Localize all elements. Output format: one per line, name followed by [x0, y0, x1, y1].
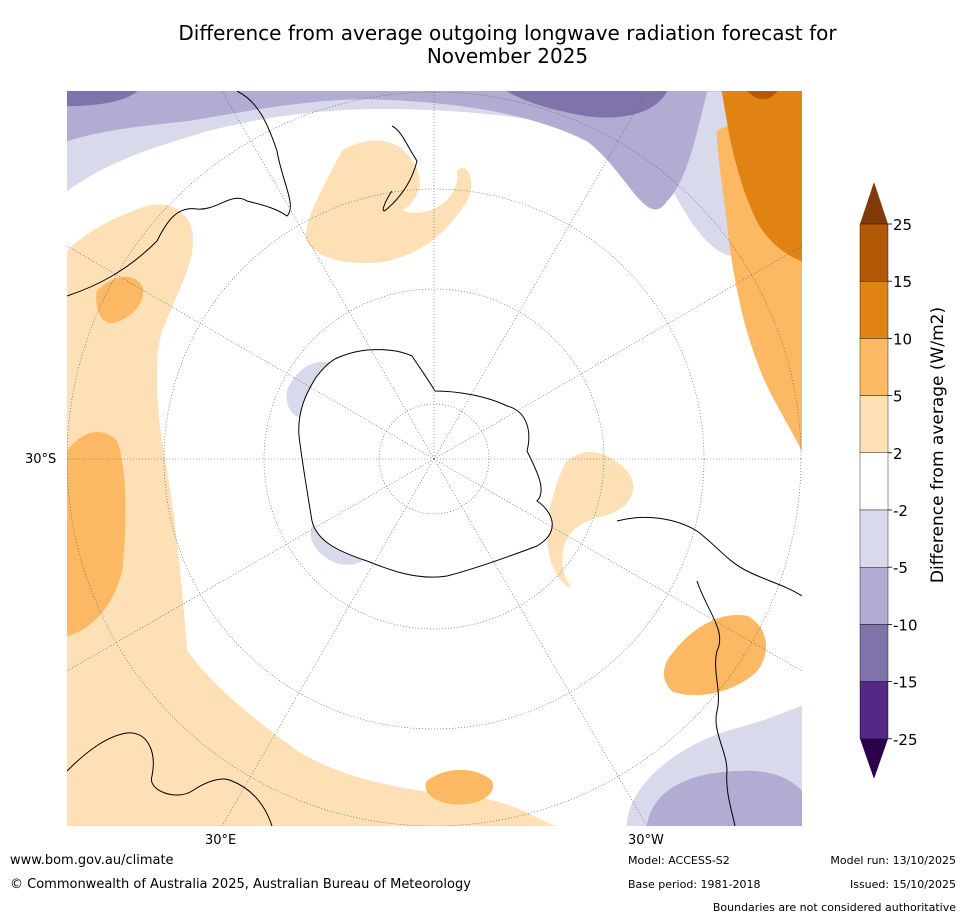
colorbar-swatch — [859, 223, 889, 282]
colorbar-tick-label: -25 — [893, 731, 918, 749]
colorbar-tick-label: -2 — [893, 502, 908, 520]
south-america-coastline — [616, 516, 802, 826]
lon-label-30w: 30°W — [628, 833, 664, 848]
anomaly-region-pos-east-strong — [721, 91, 802, 262]
australia-coastline — [67, 732, 273, 826]
colorbar-tick-label: 10 — [893, 330, 912, 348]
colorbar-tick-label: 5 — [893, 388, 903, 406]
colorbar-swatch — [859, 624, 889, 682]
colorbar-under-arrow — [860, 738, 888, 779]
anomaly-region-pos-brazil — [663, 614, 766, 696]
colorbar-swatch — [859, 338, 889, 396]
colorbar-swatches — [859, 182, 889, 779]
forecast-map — [67, 91, 802, 826]
colorbar: 25 15 10 5 2 -2 -5 -10 -15 -25 Difference from av… — [859, 182, 948, 779]
anomaly-region-pos-west-core — [67, 432, 126, 637]
colorbar-swatch — [859, 280, 889, 339]
title-line-2: November 2025 — [426, 44, 589, 68]
lon-label-30e: 30°E — [205, 833, 237, 848]
anomaly-region-neg-bottom-mid — [646, 770, 802, 826]
anomaly-region-pos-south-america — [546, 452, 634, 588]
colorbar-swatch — [859, 452, 889, 511]
footer-copyright: © Commonwealth of Australia 2025, Austra… — [10, 877, 471, 892]
colorbar-tick-label: -5 — [893, 559, 908, 577]
colorbar-tick-label: 2 — [893, 445, 903, 463]
colorbar-label: Difference from average (W/m2) — [928, 307, 948, 583]
new-zealand-coastline — [382, 125, 418, 212]
anomaly-region-pos-southern-ocean — [425, 769, 493, 805]
title-line-1: Difference from average outgoing longwav… — [178, 21, 837, 45]
graticule-meridian-6 — [433, 91, 648, 460]
footer-model-run: Model run: 13/10/2025 — [830, 854, 956, 867]
colorbar-over-arrow — [860, 182, 888, 224]
footer-issued: Issued: 15/10/2025 — [849, 878, 956, 891]
colorbar-swatch — [859, 509, 889, 568]
africa-coastline — [67, 91, 291, 297]
colorbar-swatch — [859, 395, 889, 454]
colorbar-ticks: 25 15 10 5 2 -2 -5 -10 -15 -25 — [888, 216, 918, 749]
footer-disclaimer: Boundaries are not considered authoritat… — [712, 901, 956, 914]
colorbar-tick-label: -15 — [893, 674, 918, 692]
colorbar-swatch — [859, 567, 889, 625]
antarctica-coastline — [298, 349, 553, 578]
footer-model: Model: ACCESS-S2 — [628, 854, 730, 867]
chart-title: Difference from average outgoing longwav… — [0, 22, 965, 68]
colorbar-tick-label: 25 — [893, 216, 912, 234]
anomaly-region-pos-indian-small — [96, 276, 144, 324]
footer-url[interactable]: www.bom.gov.au/climate — [10, 853, 174, 868]
anomaly-region-neg-topleft-dark — [67, 91, 138, 107]
anomaly-region-neg-top-mid — [67, 91, 802, 210]
graticule — [67, 91, 802, 826]
colorbar-swatch — [859, 681, 889, 740]
graticule-meridian-7 — [433, 245, 802, 460]
colorbar-tick-label: -10 — [893, 616, 918, 634]
footer-base-period: Base period: 1981-2018 — [628, 878, 761, 891]
colorbar-tick-label: 15 — [893, 273, 912, 291]
lat-label-30s: 30°S — [25, 452, 57, 467]
anomaly-region-neg-top-dark — [506, 91, 668, 118]
anomaly-region-pos-east-extreme — [746, 91, 778, 100]
graticule-circle-2 — [263, 288, 605, 630]
